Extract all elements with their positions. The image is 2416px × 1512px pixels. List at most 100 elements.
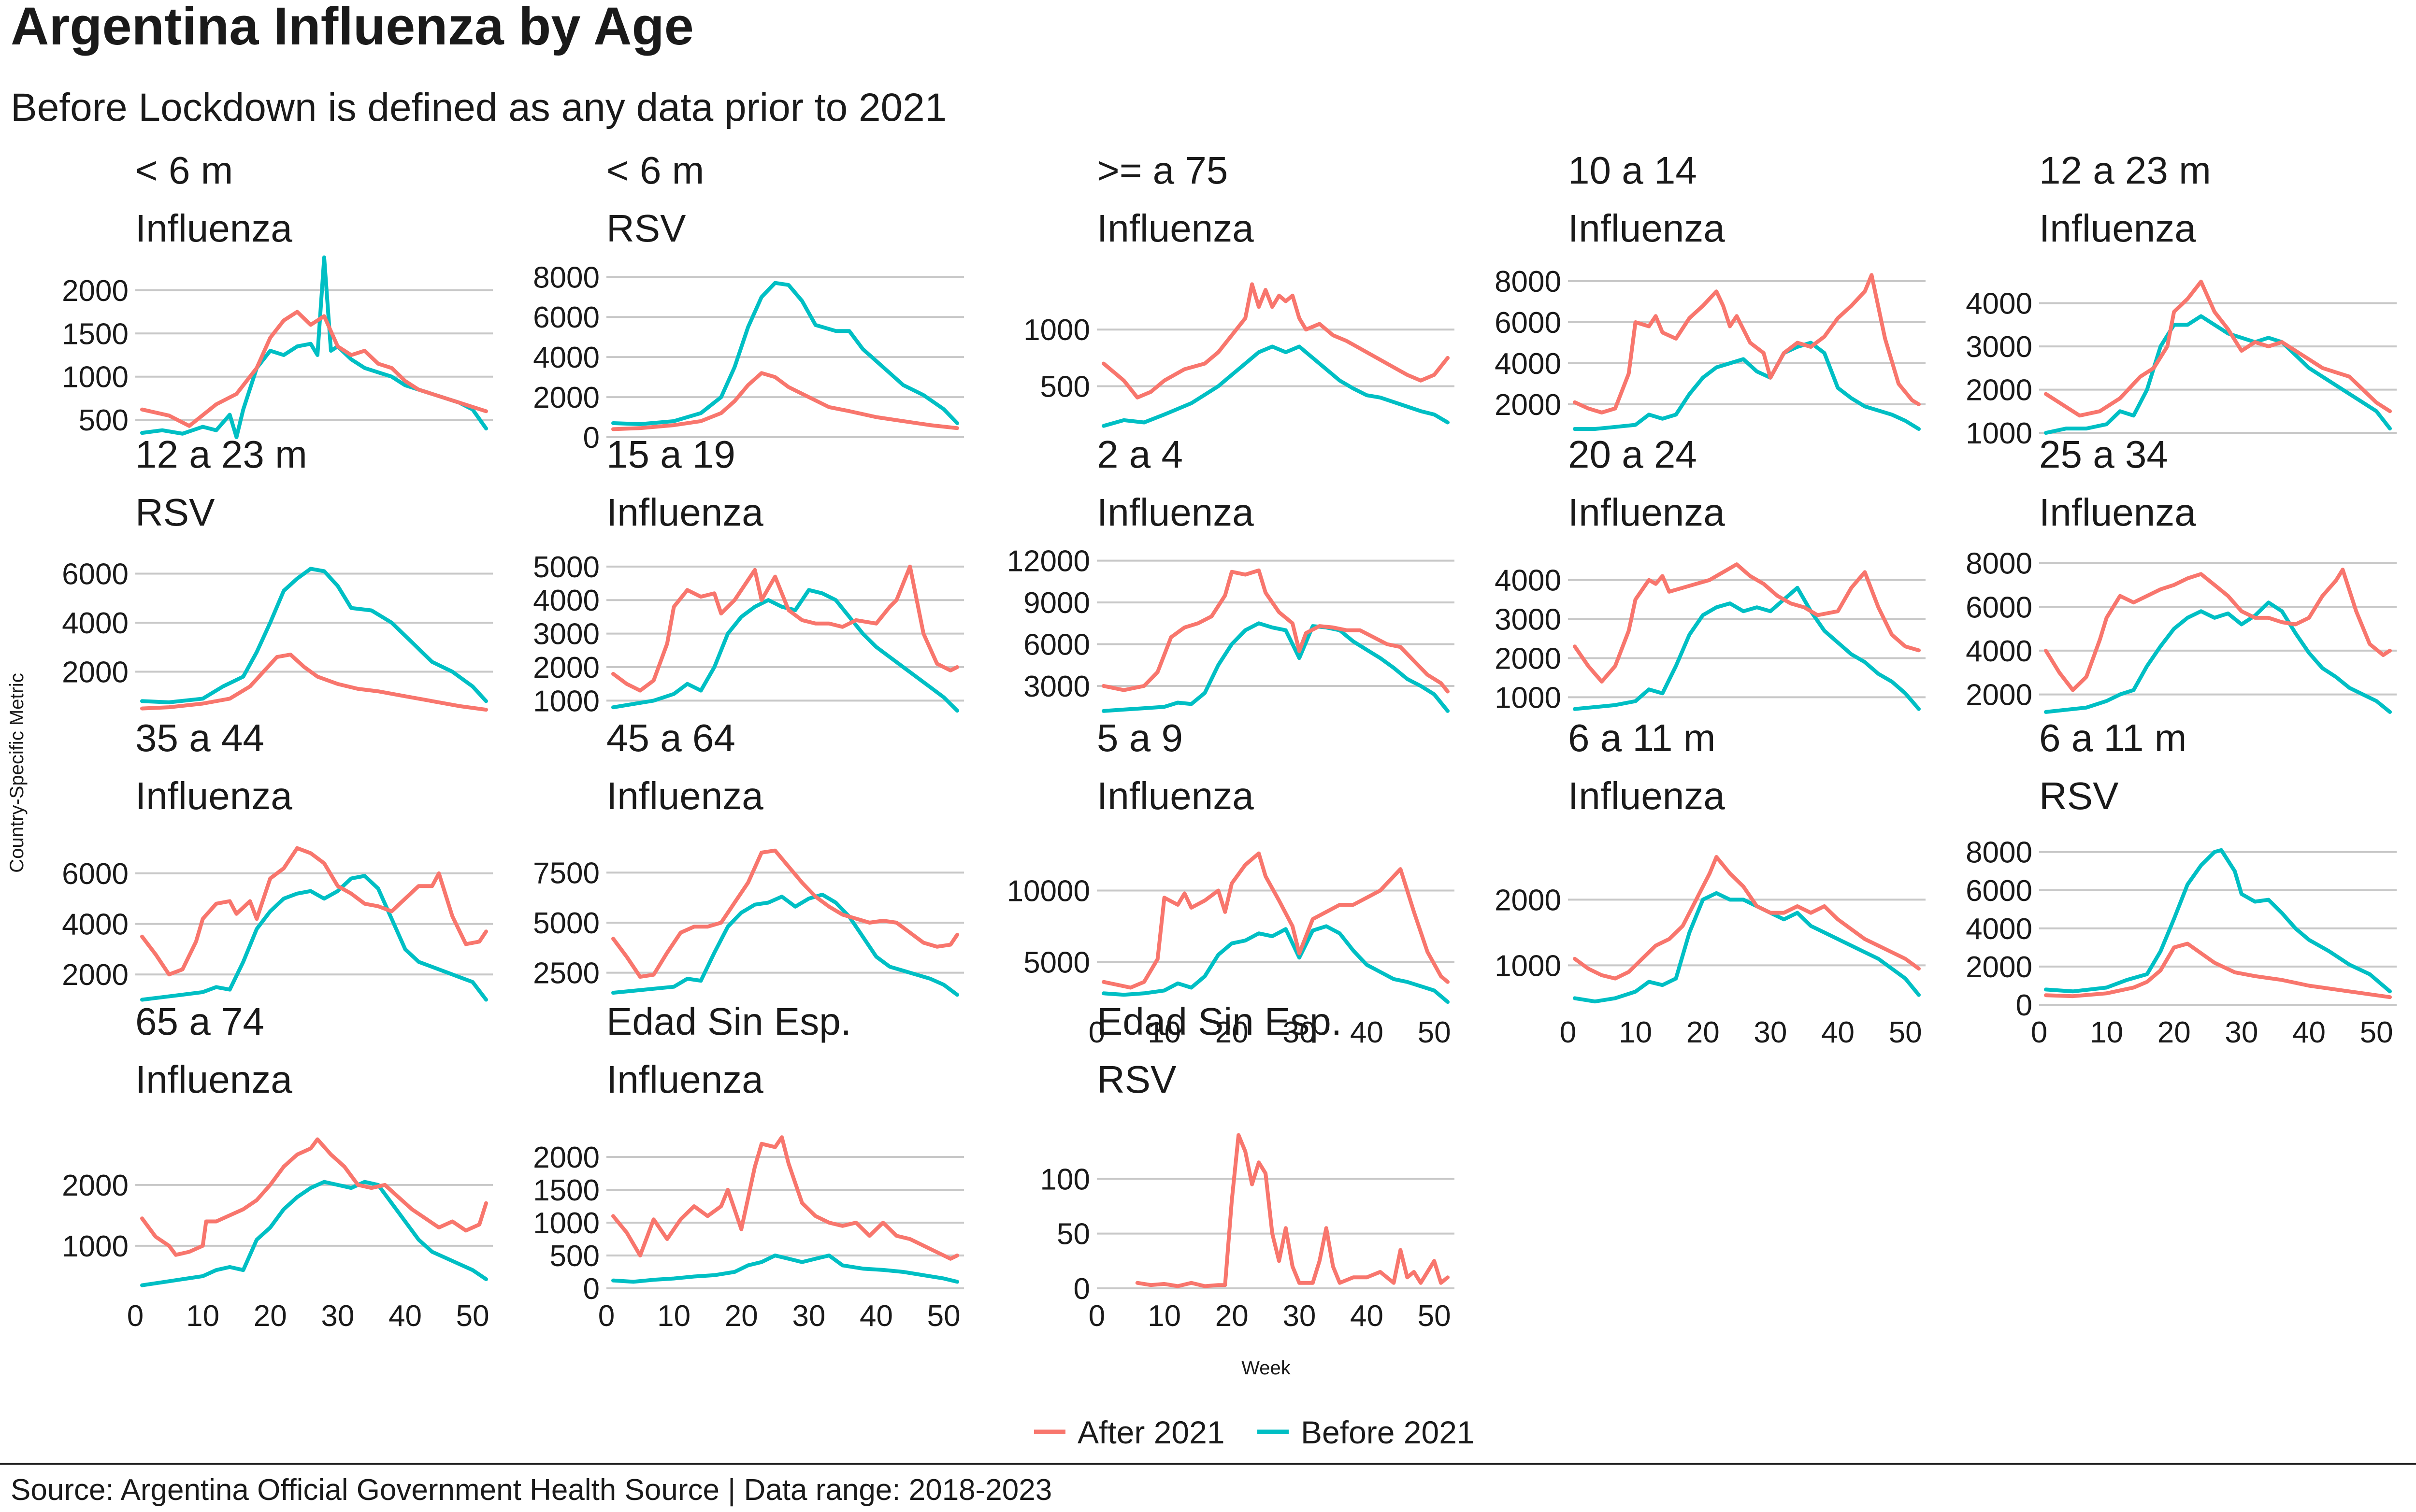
series-line-before-2021: [1573, 585, 1921, 711]
panel-title-virus: Influenza: [2039, 207, 2196, 250]
series-line-before-2021: [2044, 848, 2392, 994]
x-tick-label: 50: [456, 1299, 489, 1333]
panel-title-virus: RSV: [2039, 774, 2119, 817]
series-line-before-2021: [611, 1254, 959, 1284]
legend-label-after: After 2021: [1078, 1414, 1225, 1450]
x-tick-label: 50: [1889, 1016, 1922, 1049]
panel-title-age: 12 a 23 m: [2039, 149, 2211, 192]
y-tick-label: 2000: [1966, 951, 2032, 984]
panel-title-age: 45 a 64: [606, 716, 735, 759]
x-tick-label: 40: [860, 1299, 893, 1333]
y-tick-label: 4000: [1966, 635, 2032, 668]
panel-title-age: >= a 75: [1097, 149, 1228, 192]
panel-title-age: Edad Sin Esp.: [1097, 1000, 1342, 1043]
x-tick-label: 10: [1148, 1016, 1181, 1049]
y-tick-label: 2000: [533, 381, 600, 414]
y-tick-label: 9000: [1023, 586, 1090, 620]
series-line-after-2021: [1102, 851, 1450, 990]
series-line-after-2021: [140, 653, 488, 712]
y-tick-label: 3000: [1966, 330, 2032, 364]
x-tick-label: 50: [927, 1299, 961, 1333]
chart-subtitle: Before Lockdown is defined as any data p…: [11, 86, 947, 129]
y-tick-label: 50: [1057, 1218, 1090, 1251]
y-tick-label: 0: [583, 421, 600, 455]
y-tick-label: 1000: [1966, 417, 2032, 450]
y-tick-label: 1000: [533, 685, 600, 718]
panel-title-age: < 6 m: [606, 149, 704, 192]
y-tick-label: 1000: [1023, 314, 1090, 347]
series-line-before-2021: [2044, 314, 2392, 435]
panel-title-age: 2 a 4: [1097, 433, 1183, 476]
x-tick-label: 20: [1215, 1016, 1249, 1049]
y-tick-label: 2000: [62, 1169, 129, 1202]
y-tick-label: 4000: [533, 584, 600, 617]
panel-title-virus: Influenza: [606, 774, 763, 817]
y-tick-label: 4000: [533, 341, 600, 374]
y-tick-label: 6000: [1966, 591, 2032, 624]
x-tick-label: 20: [254, 1299, 287, 1333]
x-tick-label: 50: [1418, 1299, 1451, 1333]
facet-panel: >= a 75 Influenza 500 1000: [1023, 149, 1454, 428]
series-line-after-2021: [611, 1135, 959, 1261]
series-line-before-2021: [140, 1180, 488, 1287]
panel-title-virus: Influenza: [1568, 207, 1725, 250]
y-tick-label: 500: [550, 1240, 600, 1273]
y-tick-label: 500: [79, 404, 129, 437]
x-tick-label: 30: [1282, 1016, 1316, 1049]
y-tick-label: 6000: [1495, 306, 1561, 340]
y-tick-label: 1500: [533, 1174, 600, 1207]
x-tick-label: 30: [1754, 1016, 1787, 1049]
y-tick-label: 4000: [1495, 347, 1561, 381]
y-tick-label: 1500: [62, 317, 129, 351]
series-line-after-2021: [611, 371, 959, 431]
y-tick-label: 6000: [62, 558, 129, 591]
series-line-before-2021: [611, 588, 959, 713]
y-tick-label: 2000: [62, 656, 129, 689]
facet-panel: 2 a 4 Influenza 3000 6000 9000 12000: [1007, 433, 1454, 713]
x-tick-label: 30: [1282, 1299, 1316, 1333]
y-tick-label: 1000: [533, 1207, 600, 1240]
panel-title-virus: Influenza: [1097, 491, 1254, 534]
x-tick-label: 30: [2225, 1016, 2258, 1049]
panel-title-age: 6 a 11 m: [1568, 716, 1715, 759]
y-tick-label: 4000: [62, 908, 129, 941]
panel-title-age: Edad Sin Esp.: [606, 1000, 851, 1043]
y-tick-label: 0: [2016, 989, 2032, 1022]
y-tick-label: 4000: [1966, 913, 2032, 946]
y-tick-label: 1000: [62, 1230, 129, 1263]
series-line-after-2021: [140, 1137, 488, 1257]
y-tick-label: 0: [583, 1272, 600, 1306]
y-tick-label: 6000: [533, 301, 600, 334]
x-tick-label: 40: [1821, 1016, 1855, 1049]
series-line-after-2021: [140, 846, 488, 977]
y-tick-label: 1000: [1495, 949, 1561, 983]
y-tick-label: 2000: [533, 1141, 600, 1174]
panel-title-age: 15 a 19: [606, 433, 735, 476]
y-tick-label: 1000: [62, 361, 129, 394]
y-tick-label: 5000: [533, 907, 600, 940]
y-tick-label: 8000: [1966, 836, 2032, 870]
panel-title-virus: RSV: [606, 207, 686, 250]
series-line-before-2021: [1573, 341, 1921, 431]
panel-title-age: 12 a 23 m: [135, 433, 307, 476]
x-tick-label: 0: [1089, 1299, 1105, 1333]
facet-panel: 5 a 9 Influenza 5000 10000 0 10 20 30 40 50: [1007, 716, 1454, 1049]
panel-title-age: 20 a 24: [1568, 433, 1697, 476]
panel-title-virus: Influenza: [1097, 207, 1254, 250]
x-axis-title: Week: [1241, 1357, 1291, 1379]
caption: Source: Argentina Official Government He…: [11, 1473, 1052, 1507]
x-tick-label: 50: [2360, 1016, 2393, 1049]
panel-title-age: 5 a 9: [1097, 716, 1183, 759]
x-tick-label: 40: [388, 1299, 422, 1333]
y-tick-label: 2000: [62, 958, 129, 992]
x-tick-label: 30: [792, 1299, 825, 1333]
series-line-after-2021: [1102, 282, 1450, 399]
facet-panel: 12 a 23 m RSV 2000 4000 6000: [62, 433, 493, 712]
panel-title-age: 10 a 14: [1568, 149, 1697, 192]
y-tick-label: 12000: [1007, 545, 1090, 578]
series-line-before-2021: [1102, 344, 1450, 428]
